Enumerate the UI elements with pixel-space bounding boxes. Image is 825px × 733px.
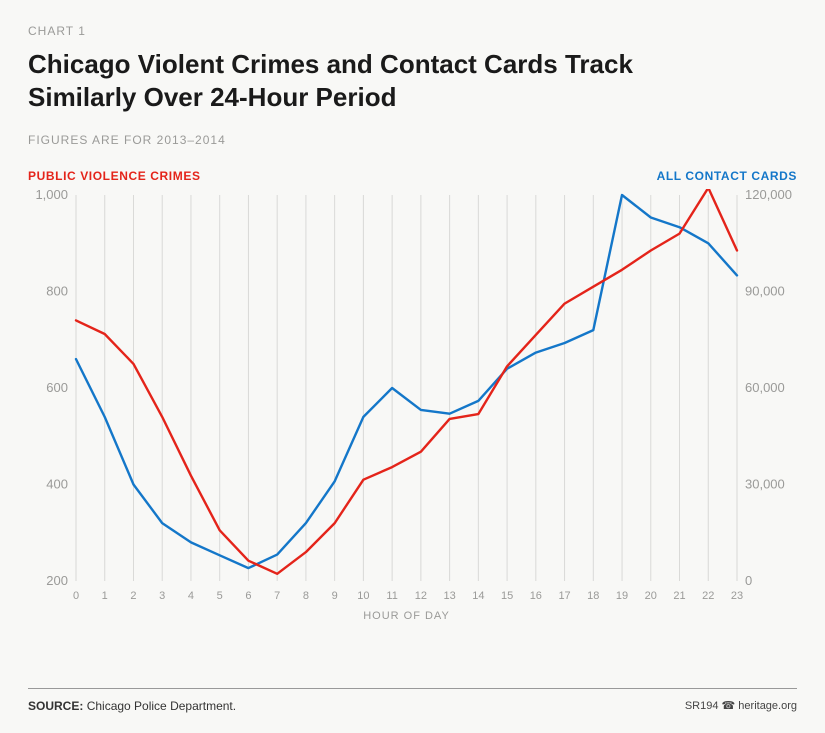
svg-text:14: 14 bbox=[472, 590, 484, 602]
footer-tag: SR194 ☎ heritage.org bbox=[685, 699, 797, 713]
chart-number-label: CHART 1 bbox=[28, 24, 797, 38]
chart-svg: 01234567891011121314151617181920212223HO… bbox=[28, 189, 797, 629]
svg-text:90,000: 90,000 bbox=[745, 284, 785, 299]
svg-text:23: 23 bbox=[731, 590, 743, 602]
svg-text:9: 9 bbox=[332, 590, 338, 602]
svg-text:5: 5 bbox=[217, 590, 223, 602]
svg-text:20: 20 bbox=[645, 590, 657, 602]
footer: SOURCE: Chicago Police Department. SR194… bbox=[28, 688, 797, 713]
svg-text:4: 4 bbox=[188, 590, 194, 602]
svg-text:1: 1 bbox=[102, 590, 108, 602]
source-label: SOURCE: bbox=[28, 699, 83, 713]
svg-text:8: 8 bbox=[303, 590, 309, 602]
svg-text:7: 7 bbox=[274, 590, 280, 602]
svg-text:0: 0 bbox=[73, 590, 79, 602]
svg-text:HOUR OF DAY: HOUR OF DAY bbox=[363, 610, 450, 622]
svg-text:15: 15 bbox=[501, 590, 513, 602]
source-text: Chicago Police Department. bbox=[87, 699, 236, 713]
svg-text:22: 22 bbox=[702, 590, 714, 602]
svg-text:800: 800 bbox=[46, 284, 68, 299]
svg-text:12: 12 bbox=[415, 590, 427, 602]
svg-text:10: 10 bbox=[357, 590, 369, 602]
chart-plot: 01234567891011121314151617181920212223HO… bbox=[28, 189, 797, 629]
series-violence-crimes bbox=[76, 189, 737, 574]
svg-text:30,000: 30,000 bbox=[745, 477, 785, 492]
svg-text:3: 3 bbox=[159, 590, 165, 602]
svg-text:16: 16 bbox=[530, 590, 542, 602]
series-contact-cards bbox=[76, 195, 737, 568]
chart-subtitle: FIGURES ARE FOR 2013–2014 bbox=[28, 133, 797, 147]
svg-text:60,000: 60,000 bbox=[745, 380, 785, 395]
svg-text:200: 200 bbox=[46, 573, 68, 588]
svg-text:18: 18 bbox=[587, 590, 599, 602]
legend-left-label: PUBLIC VIOLENCE CRIMES bbox=[28, 169, 201, 183]
svg-text:6: 6 bbox=[245, 590, 251, 602]
svg-text:11: 11 bbox=[386, 590, 397, 602]
svg-text:17: 17 bbox=[558, 590, 570, 602]
svg-text:0: 0 bbox=[745, 573, 752, 588]
svg-text:1,000: 1,000 bbox=[35, 189, 68, 202]
svg-text:400: 400 bbox=[46, 477, 68, 492]
legend-right-label: ALL CONTACT CARDS bbox=[657, 169, 797, 183]
svg-text:19: 19 bbox=[616, 590, 628, 602]
svg-text:2: 2 bbox=[130, 590, 136, 602]
legend: PUBLIC VIOLENCE CRIMES ALL CONTACT CARDS bbox=[28, 169, 797, 183]
svg-text:21: 21 bbox=[673, 590, 685, 602]
source-line: SOURCE: Chicago Police Department. bbox=[28, 699, 236, 713]
svg-text:13: 13 bbox=[443, 590, 455, 602]
chart-title: Chicago Violent Crimes and Contact Cards… bbox=[28, 48, 708, 113]
svg-text:600: 600 bbox=[46, 380, 68, 395]
svg-text:120,000: 120,000 bbox=[745, 189, 792, 202]
